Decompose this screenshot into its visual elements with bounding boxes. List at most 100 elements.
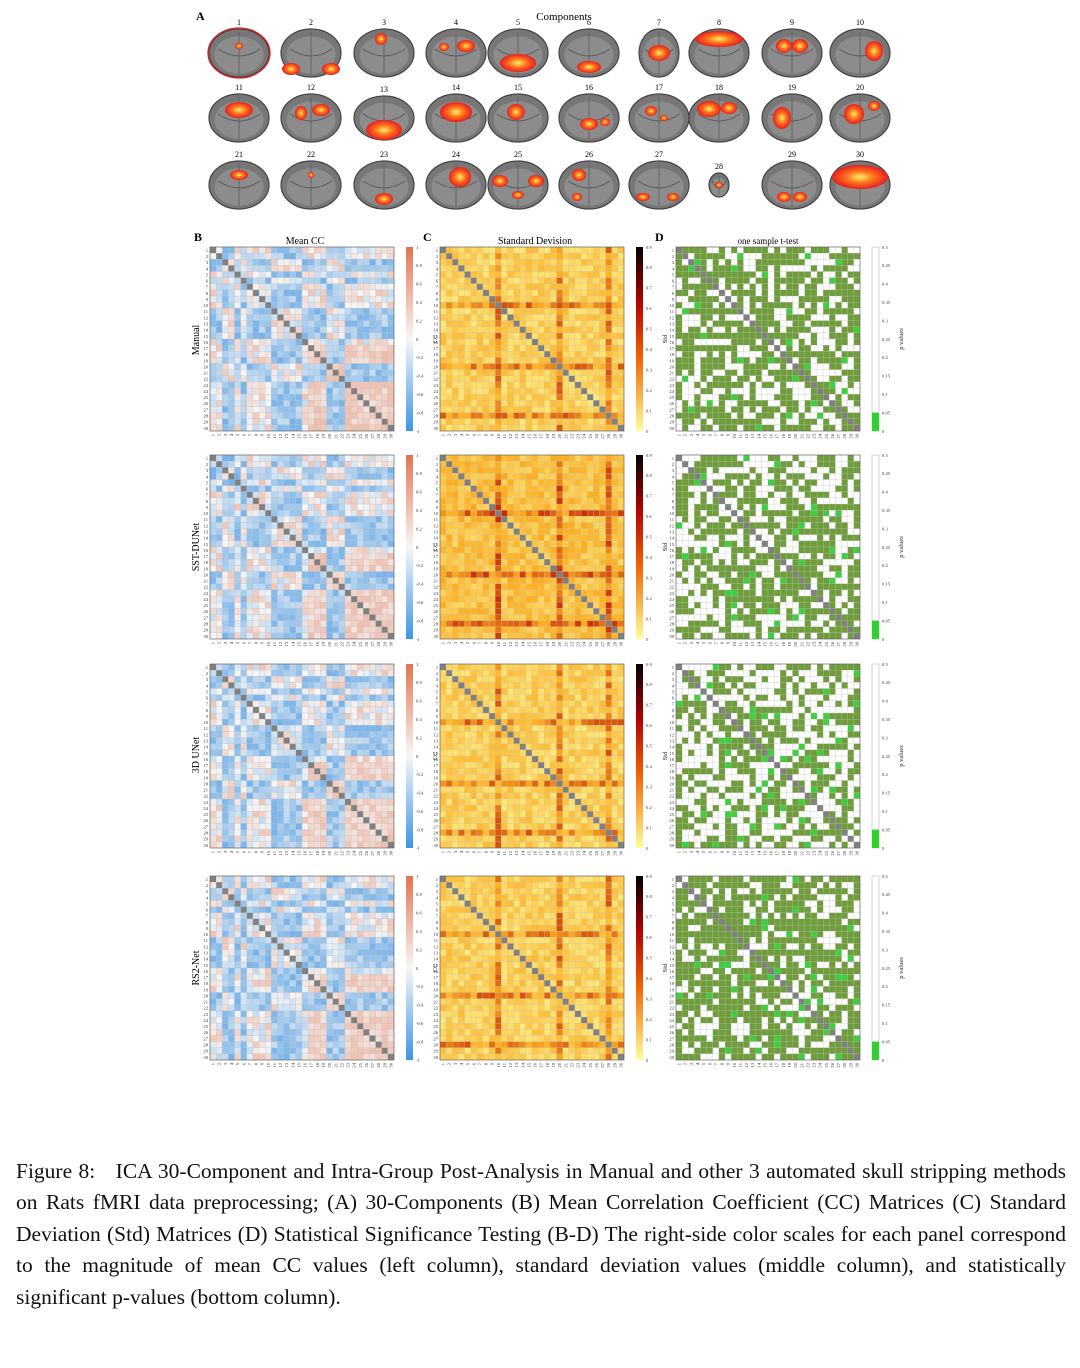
colorbar-cc: 1 0.8 0.6 0.4 0.2 0 -0.2 -0.4 -0.6 -0.8 -1 CC: [406, 662, 439, 851]
colorbar-tick: 0.2: [882, 355, 888, 360]
col-tick-label: 7: [247, 433, 252, 436]
col-tick-label: 9: [260, 1062, 265, 1065]
row-tick-label: 24: [203, 806, 208, 811]
row-tick-label: 3: [206, 468, 209, 473]
col-tick-label: 16: [769, 1062, 774, 1067]
colorbar-tick: 0.2: [646, 596, 652, 601]
row-tick-label: 12: [203, 523, 208, 528]
row-tick-label: 2: [206, 254, 209, 259]
col-tick-label: 17: [309, 433, 314, 438]
row-tick-label: 25: [669, 1024, 674, 1029]
col-tick-label: 15: [296, 1062, 301, 1067]
activation-blob: [295, 106, 307, 120]
col-tick-label: 3: [223, 850, 228, 853]
col-tick-label: 17: [309, 850, 314, 855]
col-tick-label: 8: [484, 433, 489, 436]
col-tick-label: 16: [769, 850, 774, 855]
col-tick-label: 25: [588, 1062, 593, 1067]
col-tick-label: 21: [333, 641, 338, 646]
row-tick-label: 16: [433, 757, 438, 762]
brain-slice-9: 9: [761, 18, 823, 78]
row-tick-label: 9: [206, 505, 209, 510]
colorbar-tick: 0.6: [416, 699, 422, 704]
row-tick-label: 11: [434, 309, 439, 314]
row-tick-label: 15: [203, 542, 208, 547]
row-tick-label: 23: [669, 591, 674, 596]
col-tick-label: 19: [787, 641, 792, 646]
col-tick-label: 4: [229, 1062, 234, 1065]
row-tick-label: 13: [669, 322, 674, 327]
row-tick-label: 26: [433, 818, 438, 823]
row-tick-label: 29: [669, 628, 674, 633]
colorbar-tick: 0.5: [646, 327, 652, 332]
colorbar-tick: 0.6: [416, 911, 422, 916]
row-tick-label: 4: [436, 474, 439, 479]
row-tick-label: 6: [672, 279, 675, 284]
row-tick-label: 15: [669, 334, 674, 339]
row-tick-label: 10: [669, 511, 674, 516]
row-tick-label: 6: [436, 487, 439, 492]
col-tick-label: 29: [382, 1062, 387, 1067]
row-tick-label: 27: [203, 1036, 208, 1041]
colorbar-tick: 0: [416, 545, 419, 550]
row-tick-label: 19: [669, 987, 674, 992]
row-tick-label: 19: [669, 566, 674, 571]
col-tick-label: 14: [290, 641, 295, 646]
col-tick-label: 2: [447, 1062, 452, 1065]
row-tick-label: 22: [669, 377, 674, 382]
row-tick-label: 20: [669, 364, 674, 369]
col-tick-label: 20: [557, 850, 562, 855]
col-tick-label: 3: [689, 433, 694, 436]
col-tick-label: 14: [520, 1062, 525, 1067]
row-tick-label: 12: [669, 944, 674, 949]
row-tick-label: 26: [433, 1030, 438, 1035]
col-tick-label: 12: [744, 1062, 749, 1067]
row-tick-label: 18: [669, 769, 674, 774]
col-tick-label: 24: [582, 850, 587, 855]
col-tick-label: 24: [352, 1062, 357, 1067]
row-tick-label: 7: [672, 285, 675, 290]
row-tick-label: 11: [434, 517, 439, 522]
col-tick-label: 1: [677, 850, 682, 853]
col-tick-label: 1: [441, 433, 446, 436]
col-tick-label: 26: [364, 641, 369, 646]
colorbar-tick: -0.8: [416, 618, 424, 623]
col-tick-label: 30: [854, 850, 859, 855]
row-tick-label: 25: [203, 1024, 208, 1029]
colorbar-tick: 0.9: [646, 245, 652, 250]
row-tick-label: 30: [433, 426, 438, 431]
colorbar-tick: 0.4: [882, 699, 888, 704]
row-tick-label: 1: [672, 456, 675, 461]
row-tick-label: 15: [433, 334, 438, 339]
col-tick-label: 22: [569, 433, 574, 438]
col-tick-label: 24: [582, 433, 587, 438]
colorbar-tick: 0.4: [646, 347, 652, 352]
matrix-p-1: 1122334455667788991010111112121313141415…: [669, 245, 905, 439]
row-tick-label: 21: [669, 788, 674, 793]
colorbar-tick: 0.4: [416, 717, 422, 722]
colorbar-tick: 0.8: [416, 263, 422, 268]
col-tick-label: 8: [254, 433, 259, 436]
col-tick-label: 19: [321, 850, 326, 855]
activation-blob: [580, 118, 598, 130]
col-tick-label: 16: [303, 641, 308, 646]
row-tick-label: 26: [669, 818, 674, 823]
colorbar-tick: 0: [646, 846, 649, 851]
row-tick-label: 21: [203, 371, 208, 376]
row-tick-label: 14: [203, 536, 208, 541]
col-tick-label: 27: [370, 850, 375, 855]
col-tick-label: 9: [726, 641, 731, 644]
row-tick-label: 6: [206, 696, 209, 701]
colorbar-title: Std: [662, 334, 669, 343]
colorbar-tick: -0.2: [416, 984, 424, 989]
col-tick-label: 24: [818, 850, 823, 855]
row-tick-label: 14: [433, 745, 438, 750]
colorbar-tick: 0.5: [646, 744, 652, 749]
matrix-std-1: 1122334455667788991010111112121313141415…: [433, 245, 669, 439]
col-tick-label: 17: [309, 641, 314, 646]
col-tick-label: 9: [490, 1062, 495, 1065]
col-tick-label: 11: [502, 850, 507, 855]
col-tick-label: 10: [732, 850, 737, 855]
colorbar-tick: 0.7: [646, 915, 652, 920]
col-tick-label: 20: [327, 433, 332, 438]
